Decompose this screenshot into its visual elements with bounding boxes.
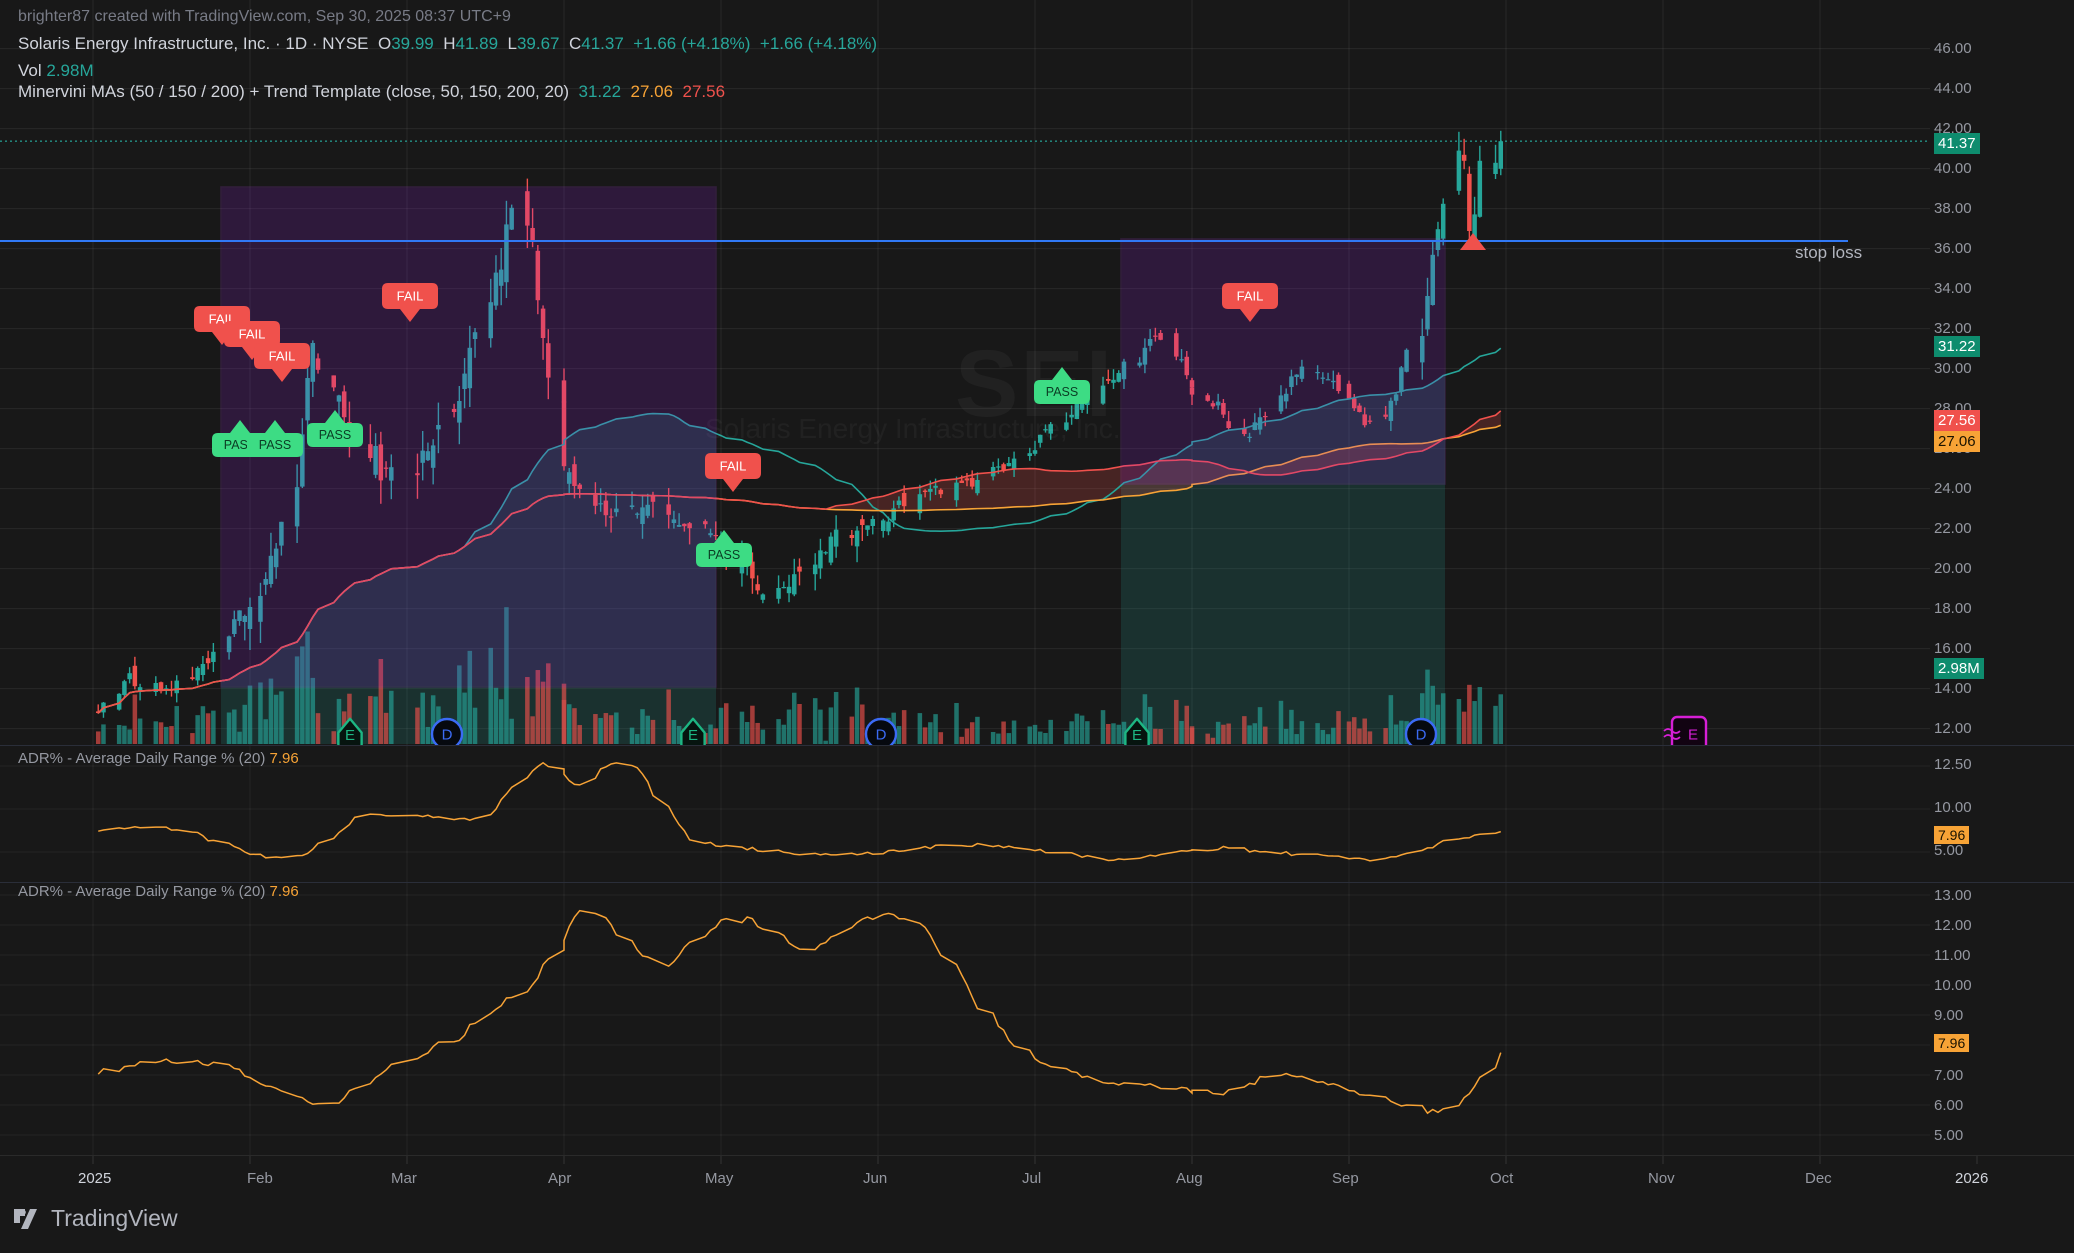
svg-text:D: D xyxy=(876,727,887,744)
svg-text:E: E xyxy=(688,727,698,744)
svg-text:E: E xyxy=(1688,727,1698,744)
svg-text:D: D xyxy=(442,727,453,744)
svg-text:E: E xyxy=(345,727,355,744)
svg-text:E: E xyxy=(1132,727,1142,744)
svg-text:D: D xyxy=(1416,727,1427,744)
